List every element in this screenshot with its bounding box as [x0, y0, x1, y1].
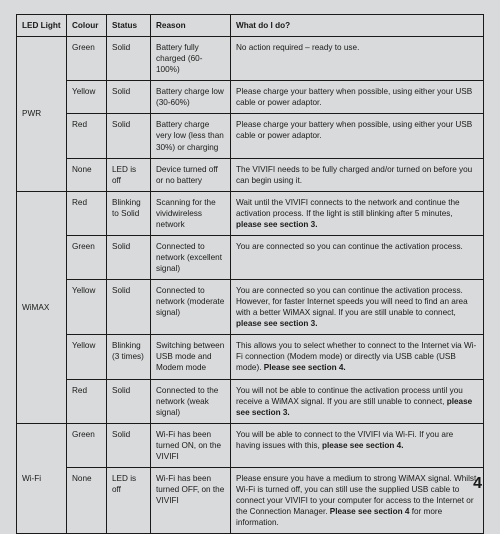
cell-status: Solid — [107, 379, 151, 423]
cell-action: No action required – ready to use. — [231, 37, 484, 81]
cell-status: Solid — [107, 423, 151, 467]
cell-reason: Wi-Fi has been turned ON, on the VIVIFI — [151, 423, 231, 467]
cell-reason: Device turned off or no battery — [151, 158, 231, 191]
cell-colour: Red — [67, 191, 107, 235]
cell-colour: Green — [67, 423, 107, 467]
cell-action: You will not be able to continue the act… — [231, 379, 484, 423]
th-colour: Colour — [67, 15, 107, 37]
cell-action: This allows you to select whether to con… — [231, 335, 484, 379]
cell-action: Wait until the VIVIFI connects to the ne… — [231, 191, 484, 235]
cell-reason: Battery charge low (30-60%) — [151, 81, 231, 114]
table-header-row: LED Light Colour Status Reason What do I… — [17, 15, 484, 37]
cell-reason: Battery fully charged (60-100%) — [151, 37, 231, 81]
cell-status: Blinking to Solid — [107, 191, 151, 235]
cell-status: Solid — [107, 280, 151, 335]
cell-status: Blinking (3 times) — [107, 335, 151, 379]
group-label-wifi: Wi-Fi — [17, 423, 67, 534]
table-row: Yellow Blinking (3 times) Switching betw… — [17, 335, 484, 379]
table-row: Yellow Solid Battery charge low (30-60%)… — [17, 81, 484, 114]
th-action: What do I do? — [231, 15, 484, 37]
cell-colour: Red — [67, 114, 107, 158]
th-status: Status — [107, 15, 151, 37]
cell-colour: Red — [67, 379, 107, 423]
cell-action: Please charge your battery when possible… — [231, 114, 484, 158]
led-status-table: LED Light Colour Status Reason What do I… — [16, 14, 484, 534]
cell-action: You are connected so you can continue th… — [231, 235, 484, 279]
cell-action: You will be able to connect to the VIVIF… — [231, 423, 484, 467]
cell-status: Solid — [107, 114, 151, 158]
cell-action: The VIVIFI needs to be fully charged and… — [231, 158, 484, 191]
group-label-pwr: PWR — [17, 37, 67, 192]
cell-action: Please charge your battery when possible… — [231, 81, 484, 114]
cell-colour: Yellow — [67, 335, 107, 379]
table-row: WiMAX Red Blinking to Solid Scanning for… — [17, 191, 484, 235]
cell-reason: Switching between USB mode and Modem mod… — [151, 335, 231, 379]
cell-status: Solid — [107, 37, 151, 81]
table-row: Wi-Fi Green Solid Wi-Fi has been turned … — [17, 423, 484, 467]
cell-colour: Yellow — [67, 81, 107, 114]
th-led: LED Light — [17, 15, 67, 37]
table-row: PWR Green Solid Battery fully charged (6… — [17, 37, 484, 81]
cell-reason: Connected to network (moderate signal) — [151, 280, 231, 335]
cell-colour: Green — [67, 37, 107, 81]
th-reason: Reason — [151, 15, 231, 37]
table-row: Green Solid Connected to network (excell… — [17, 235, 484, 279]
group-label-wimax: WiMAX — [17, 191, 67, 423]
cell-colour: Yellow — [67, 280, 107, 335]
cell-action: You are connected so you can continue th… — [231, 280, 484, 335]
page: LED Light Colour Status Reason What do I… — [0, 0, 500, 501]
cell-status: LED is off — [107, 158, 151, 191]
cell-reason: Scanning for the vividwireless network — [151, 191, 231, 235]
table-row: Red Solid Connected to the network (weak… — [17, 379, 484, 423]
cell-reason: Connected to the network (weak signal) — [151, 379, 231, 423]
table-row: Red Solid Battery charge very low (less … — [17, 114, 484, 158]
cell-status: Solid — [107, 81, 151, 114]
page-number: 4 — [473, 475, 482, 493]
cell-colour: Green — [67, 235, 107, 279]
table-row: Yellow Solid Connected to network (moder… — [17, 280, 484, 335]
cell-colour: None — [67, 158, 107, 191]
cell-status: Solid — [107, 235, 151, 279]
cell-reason: Battery charge very low (less than 30%) … — [151, 114, 231, 158]
table-row: None LED is off Device turned off or no … — [17, 158, 484, 191]
cell-reason: Connected to network (excellent signal) — [151, 235, 231, 279]
